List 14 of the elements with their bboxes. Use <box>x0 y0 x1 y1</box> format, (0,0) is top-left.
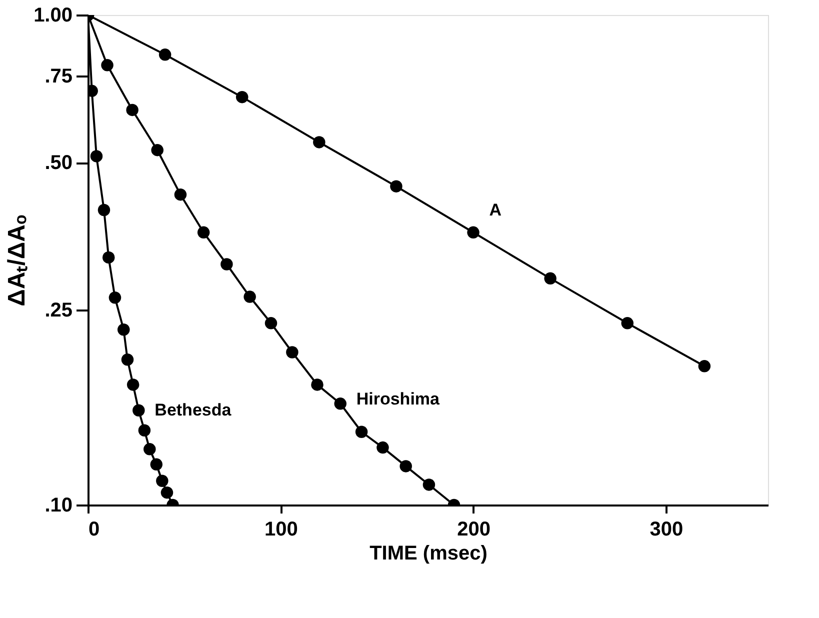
x-tick-label: 200 <box>457 518 490 540</box>
y-tick-label: .25 <box>44 300 72 322</box>
y-tick-label: 1.00 <box>34 4 72 26</box>
y-tick-label: .10 <box>44 494 72 516</box>
y-tick-label: .75 <box>44 66 72 88</box>
x-tick-label: 300 <box>650 518 684 540</box>
series-label: Hiroshima <box>356 390 440 409</box>
y-axis-title: ΔAₜ/ΔAₒ <box>4 214 31 306</box>
y-tick-label: .50 <box>44 152 72 174</box>
series-label: A <box>489 200 502 220</box>
x-tick-label: 100 <box>264 518 298 540</box>
x-axis-title: TIME (msec) <box>370 542 488 564</box>
series-label: Bethesda <box>154 400 232 420</box>
x-tick-label: 0 <box>88 518 100 540</box>
